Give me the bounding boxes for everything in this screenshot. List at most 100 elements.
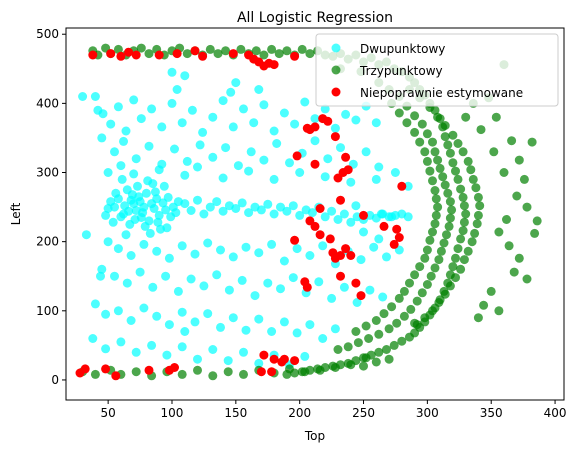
point-dwupunktowy-151	[403, 181, 413, 191]
point-trzypunktowy-106	[445, 197, 455, 207]
point-trzypunktowy-169	[430, 219, 440, 229]
point-trzypunktowy-79	[374, 347, 384, 357]
point-dwupunktowy-240	[180, 71, 190, 81]
point-dwupunktowy-94	[177, 118, 187, 128]
point-trzypunktowy-124	[364, 334, 374, 343]
point-trzypunktowy-109	[444, 221, 454, 231]
point-trzypunktowy-200	[486, 286, 496, 296]
point-dwupunktowy-66	[295, 210, 305, 220]
point-dwupunktowy-21	[116, 212, 126, 222]
point-dwupunktowy-137	[103, 168, 113, 177]
point-dwupunktowy-185	[212, 270, 222, 280]
point-niepoprawnie-3	[124, 47, 134, 57]
point-trzypunktowy-64	[451, 253, 460, 263]
point-trzypunktowy-192	[522, 202, 532, 212]
point-dwupunktowy-105	[290, 119, 300, 129]
point-trzypunktowy-29	[305, 49, 315, 59]
point-dwupunktowy-98	[218, 96, 228, 106]
point-dwupunktowy-202	[126, 316, 136, 325]
point-dwupunktowy-244	[376, 209, 386, 219]
point-trzypunktowy-225	[208, 371, 218, 381]
point-dwupunktowy-183	[186, 274, 196, 284]
point-dwupunktowy-17	[140, 221, 150, 231]
point-trzypunktowy-217	[90, 369, 100, 379]
point-dwupunktowy-201	[113, 306, 123, 316]
point-dwupunktowy-84	[90, 92, 100, 101]
chart-title: All Logistic Regression	[237, 10, 393, 26]
point-dwupunktowy-145	[269, 174, 279, 184]
legend-box	[315, 33, 559, 107]
point-niepoprawnie-30	[315, 204, 325, 213]
point-trzypunktowy-119	[406, 304, 416, 314]
point-trzypunktowy-206	[491, 112, 501, 122]
point-trzypunktowy-224	[193, 365, 202, 375]
point-trzypunktowy-139	[471, 183, 481, 193]
point-dwupunktowy-199	[90, 299, 100, 309]
point-dwupunktowy-64	[282, 206, 292, 216]
point-dwupunktowy-118	[144, 141, 154, 151]
point-trzypunktowy-78	[382, 345, 391, 354]
point-niepoprawnie-59	[259, 350, 269, 360]
point-dwupunktowy-204	[152, 311, 162, 321]
point-dwupunktowy-184	[199, 281, 209, 291]
point-dwupunktowy-88	[121, 126, 131, 136]
point-trzypunktowy-58	[459, 201, 469, 211]
point-dwupunktowy-60	[256, 205, 266, 215]
point-trzypunktowy-76	[397, 336, 407, 346]
point-trzypunktowy-105	[443, 188, 453, 198]
point-niepoprawnie-41	[302, 282, 312, 292]
point-trzypunktowy-28	[297, 44, 307, 54]
point-trzypunktowy-136	[463, 156, 473, 166]
y-tick-label-2: 200	[36, 235, 59, 249]
point-dwupunktowy-205	[164, 320, 174, 330]
point-trzypunktowy-117	[417, 288, 427, 298]
point-trzypunktowy-127	[333, 345, 343, 354]
point-dwupunktowy-74	[346, 217, 356, 227]
point-dwupunktowy-42	[106, 197, 116, 207]
point-trzypunktowy-60	[459, 217, 469, 227]
point-dwupunktowy-238	[167, 67, 177, 77]
legend: Dwupunktowy Trzypunktowy Niepoprawnie es…	[315, 33, 559, 107]
point-trzypunktowy-20	[236, 44, 246, 54]
point-trzypunktowy-131	[433, 112, 443, 122]
point-trzypunktowy-126	[343, 342, 353, 352]
point-trzypunktowy-172	[422, 245, 432, 255]
point-trzypunktowy-146	[463, 246, 473, 256]
point-trzypunktowy-115	[426, 271, 436, 281]
point-dwupunktowy-90	[136, 114, 146, 124]
point-trzypunktowy-56	[456, 184, 466, 194]
point-trzypunktowy-232	[315, 365, 325, 375]
point-dwupunktowy-164	[254, 248, 264, 258]
point-dwupunktowy-225	[177, 342, 187, 352]
x-tick-label-4: 250	[352, 406, 375, 420]
x-axis: 50 100 150 200 250 300 350 400	[100, 400, 567, 420]
point-dwupunktowy-135	[361, 147, 371, 157]
point-trzypunktowy-101	[433, 155, 443, 165]
point-trzypunktowy-179	[387, 302, 397, 312]
point-dwupunktowy-117	[131, 154, 141, 164]
point-dwupunktowy-120	[170, 144, 179, 154]
point-trzypunktowy-65	[448, 262, 458, 272]
point-dwupunktowy-180	[148, 282, 158, 292]
point-dwupunktowy-23	[124, 206, 134, 216]
point-dwupunktowy-73	[339, 209, 349, 219]
point-trzypunktowy-190	[532, 216, 542, 226]
y-tick-label-4: 400	[36, 96, 59, 110]
points-layer	[75, 43, 542, 381]
point-niepoprawnie-62	[279, 354, 289, 364]
point-dwupunktowy-113	[371, 118, 381, 128]
point-trzypunktowy-116	[422, 280, 432, 289]
point-dwupunktowy-223	[147, 340, 157, 350]
point-dwupunktowy-157	[164, 253, 174, 263]
point-dwupunktowy-200	[101, 309, 111, 319]
point-trzypunktowy-164	[428, 176, 437, 186]
point-niepoprawnie-48	[392, 224, 402, 234]
point-trzypunktowy-145	[467, 237, 477, 247]
point-dwupunktowy-41	[103, 204, 113, 213]
point-trzypunktowy-121	[392, 318, 402, 328]
point-dwupunktowy-96	[198, 127, 208, 137]
point-trzypunktowy-196	[504, 241, 514, 251]
point-dwupunktowy-167	[292, 244, 302, 254]
y-tick-label-5: 500	[36, 27, 59, 41]
